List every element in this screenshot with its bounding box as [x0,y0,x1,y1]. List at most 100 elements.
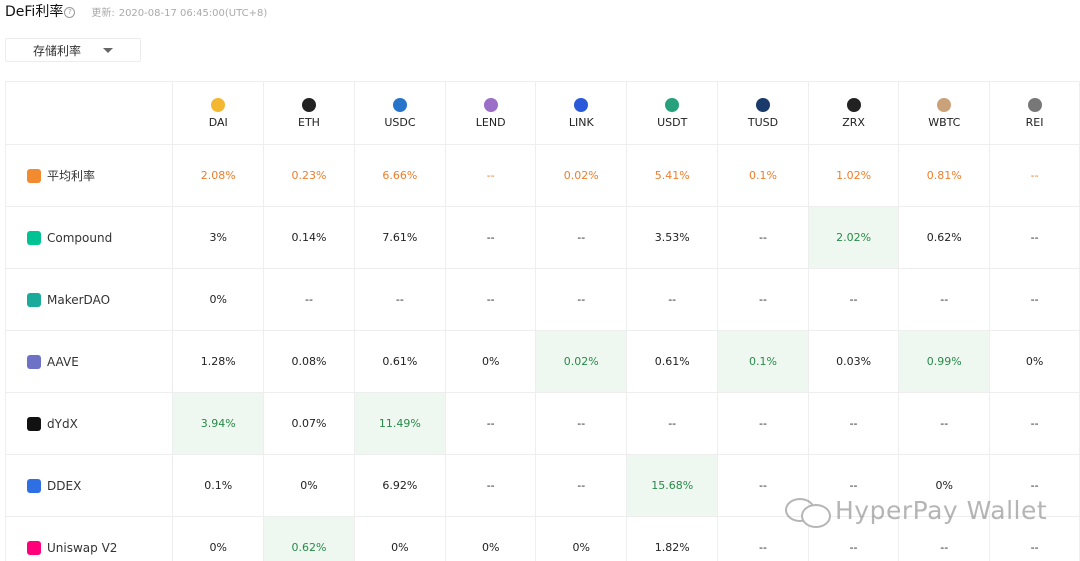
rate-cell: 0.62% [898,206,991,269]
row-label: dYdX [47,416,78,431]
dropdown-selected-label: 存储利率 [32,43,81,58]
rate-cell: 0.08% [263,330,355,393]
wbtc-icon [937,97,952,112]
question-circle-icon[interactable]: ? [64,6,76,18]
table-body: 平均利率 2.08% 0.23% 6.66% -- 0.02% 5.41% 0.1% 1.02%… [5,144,1080,561]
rate-cell: 0.81% [898,144,991,207]
row-label: MakerDAO [47,292,111,307]
rate-cell: 1.02% [807,144,900,207]
rate-cell: -- [535,454,628,517]
row-header: AAVE [5,330,174,393]
rate-cell: -- [898,268,991,331]
column-header-rei: REI [989,81,1080,145]
rate-cell: 11.49% [353,392,446,455]
rate-cell: -- [444,454,537,517]
rate-cell: 0.99% [898,330,991,393]
rate-cell: 0% [353,516,446,561]
rate-cell: 0.61% [626,330,719,393]
column-label: ZRX [842,115,865,129]
rate-cell: 0% [989,330,1080,393]
row-header: Uniswap V2 [5,516,174,561]
rate-cell: -- [444,392,537,455]
column-header-eth: ETH [263,81,355,145]
rate-cell: -- [444,144,537,207]
rate-cell: 2.02% [807,206,900,269]
rate-cell: 0% [172,268,265,331]
column-header-zrx: ZRX [807,81,900,145]
column-header-wbtc: WBTC [898,81,991,145]
column-label: WBTC [928,115,961,129]
updated-label: 更新: [91,7,115,19]
rate-cell: -- [898,516,991,561]
maker-icon [27,292,41,307]
rate-cell: 2.08% [172,144,265,207]
dydx-icon [27,416,41,431]
zrx-icon [846,97,861,112]
table-row: Compound 3% 0.14% 7.61% -- -- 3.53% -- 2.02% 0.62… [5,206,1080,269]
rate-cell: -- [989,516,1080,561]
rate-cell: 0.14% [263,206,355,269]
updated-time-value: 2020-08-17 06:45:00(UTC+8) [118,7,268,19]
rate-type-dropdown[interactable]: 存储利率 [5,38,141,62]
rate-cell: 0.07% [263,392,355,455]
eth-icon [301,97,316,112]
rate-cell: 0.1% [717,330,809,393]
rate-cell: 6.66% [353,144,446,207]
rate-cell: -- [717,392,809,455]
page-header: DeFi利率 ? 更新: 2020-08-17 06:45:00(UTC+8) [5,2,267,20]
column-header-lend: LEND [444,81,537,145]
rate-cell: 0% [172,516,265,561]
rate-cell: 1.82% [626,516,719,561]
rate-cell: -- [626,268,719,331]
column-header-tusd: TUSD [717,81,809,145]
rate-cell: -- [717,206,809,269]
column-label: TUSD [747,115,779,129]
rate-cell: 7.61% [353,206,446,269]
rate-cell: 1.28% [172,330,265,393]
rate-cell: -- [898,392,991,455]
table-row: MakerDAO 0% -- -- -- -- -- -- -- -- -- [5,268,1080,331]
rate-cell: 0% [898,454,991,517]
aave-icon [27,354,41,369]
rate-cell: -- [989,454,1080,517]
column-header-usdc: USDC [353,81,446,145]
tusd-icon [755,97,770,112]
rates-table: DAI ETH USDC LEND LINK USDT TUSD ZRX WBTC REI 平均利… [5,81,1080,561]
rate-cell: -- [353,268,446,331]
column-label: USDT [657,115,688,129]
rate-cell: -- [717,516,809,561]
rate-cell: 0% [263,454,355,517]
rate-cell: -- [535,268,628,331]
column-label: DAI [208,115,228,129]
row-header: MakerDAO [5,268,174,331]
rate-cell: -- [626,392,719,455]
rate-cell: 0.1% [717,144,809,207]
rate-cell: 3.53% [626,206,719,269]
table-corner-cell [5,81,174,145]
row-label: Compound [47,230,113,245]
rate-cell: 0% [535,516,628,561]
table-row: dYdX 3.94% 0.07% 11.49% -- -- -- -- -- -- -- [5,392,1080,455]
watermark: HyperPay Wallet [785,494,1047,528]
rate-cell: -- [444,206,537,269]
usdt-icon [665,97,680,112]
percent-icon [27,168,41,183]
column-label: REI [1025,115,1044,129]
rate-cell: -- [989,206,1080,269]
chevron-down-icon [103,47,113,53]
row-label: AAVE [47,354,79,369]
rep-icon [1027,97,1042,112]
rate-cell: 0.02% [535,144,628,207]
rates-table-container: DAI ETH USDC LEND LINK USDT TUSD ZRX WBTC REI 平均利… [5,81,1080,561]
ddex-icon [27,478,41,493]
dai-icon [211,97,226,112]
rate-cell: 6.92% [353,454,446,517]
column-header-link: LINK [535,81,628,145]
wechat-icon [785,494,831,528]
rate-cell: 3.94% [172,392,265,455]
rate-cell: -- [717,268,809,331]
table-row: AAVE 1.28% 0.08% 0.61% 0% 0.02% 0.61% 0.1% 0.03%… [5,330,1080,393]
rate-cell: 5.41% [626,144,719,207]
compound-icon [27,230,41,245]
row-label: Uniswap V2 [47,540,118,555]
